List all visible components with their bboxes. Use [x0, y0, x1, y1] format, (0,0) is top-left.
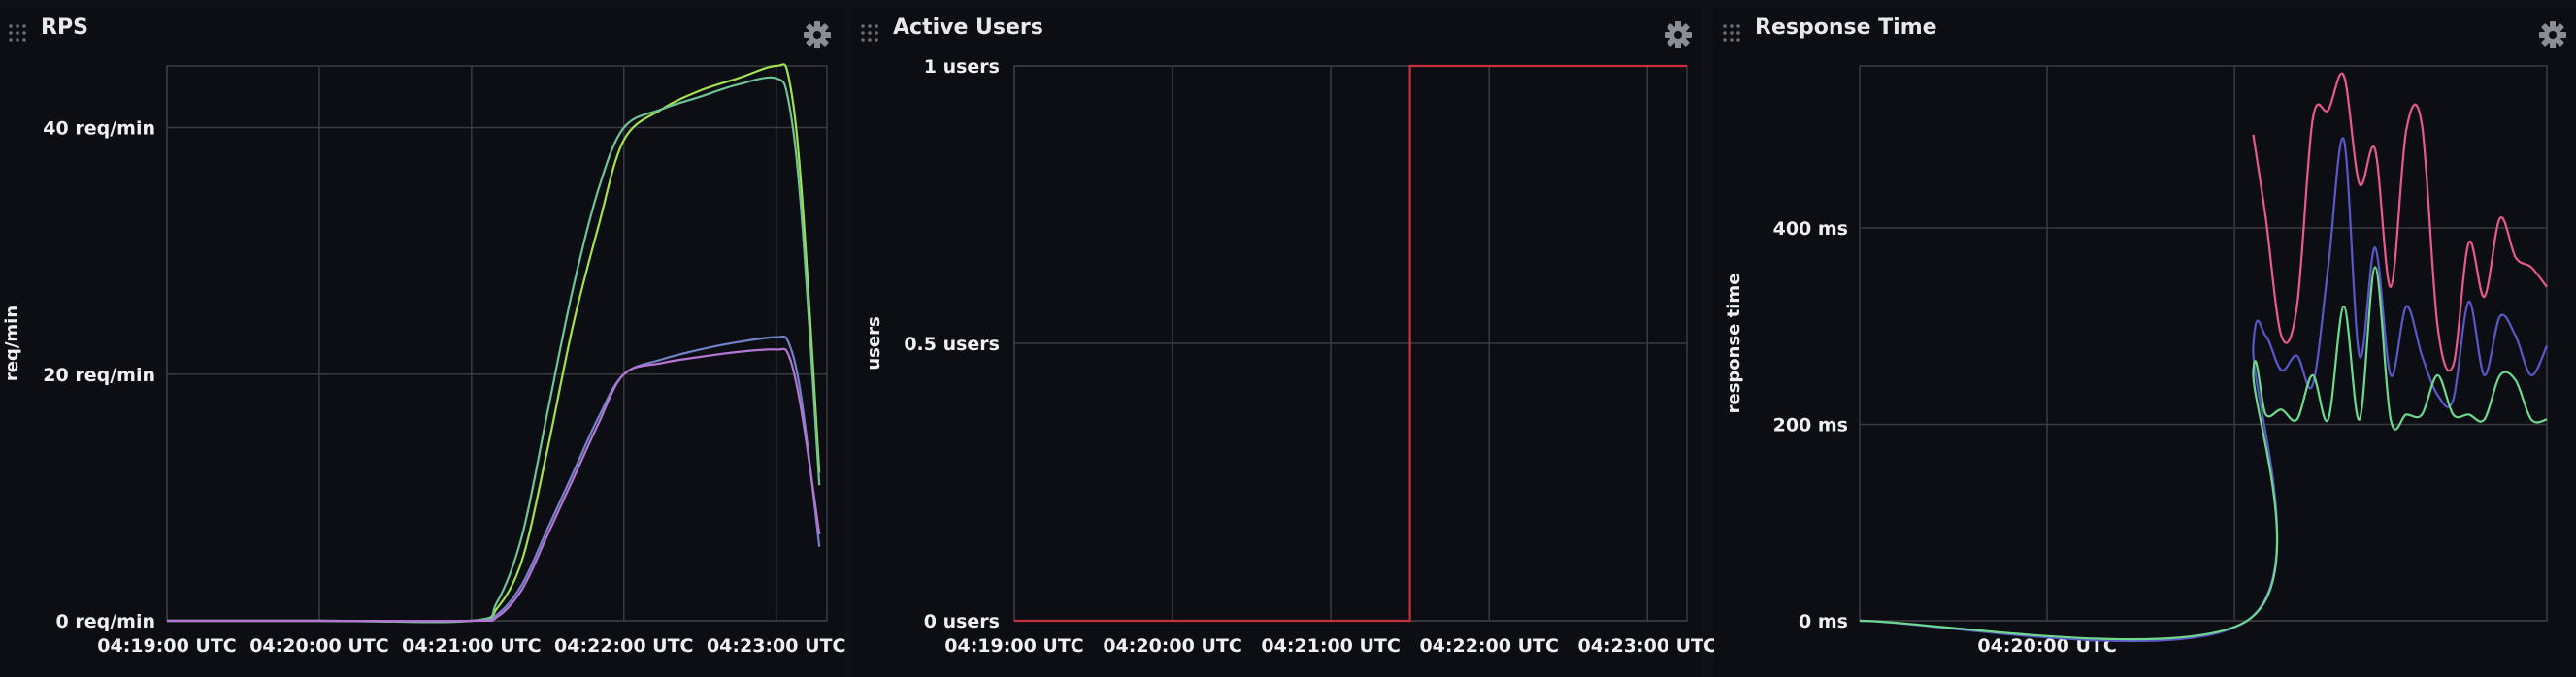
plot-frame: [1859, 65, 2548, 622]
series-line-2: [1859, 266, 2548, 641]
x-tick-label: 04:22:00 UTC: [554, 635, 693, 657]
drag-handle-icon[interactable]: [860, 23, 879, 43]
y-axis-label: req/min: [2, 306, 22, 381]
series-line-0: [2252, 72, 2548, 372]
x-tick-label: 04:20:00 UTC: [249, 635, 388, 657]
series-line-2: [166, 335, 821, 623]
y-tick-label: 0 ms: [1799, 611, 1848, 632]
y-axis-label: response time: [1724, 274, 1744, 414]
y-tick-label: 1 users: [924, 56, 1000, 78]
active-users-chart: 0 users 0.5 users 1 users 04:19:00 UTC 04:20…: [864, 56, 1717, 657]
series-line-0: [166, 63, 821, 624]
panel-title: RPS: [41, 16, 88, 40]
panel-header: Response Time: [1714, 8, 2576, 54]
series-line-3: [166, 347, 821, 623]
x-tick-label: 04:19:00 UTC: [97, 635, 236, 657]
x-tick-label: 04:21:00 UTC: [1261, 635, 1400, 657]
y-tick-label: 400 ms: [1773, 218, 1848, 240]
series-line-0: [1014, 64, 1687, 623]
rps-chart: 0 req/min 20 req/min 40 req/min 04:19:00 UT…: [2, 63, 845, 657]
y-tick-label: 200 ms: [1773, 415, 1848, 436]
x-tick-label: 04:21:00 UTC: [402, 635, 541, 657]
response-time-panel: Response Time 0 ms 200 ms 400 ms 04:20:00 U…: [1714, 8, 2576, 677]
gear-icon[interactable]: [802, 19, 833, 50]
y-tick-label: 0 users: [924, 611, 1000, 632]
y-tick-label: 40 req/min: [43, 118, 155, 140]
panel-header: RPS: [0, 8, 844, 54]
drag-handle-icon[interactable]: [1722, 23, 1741, 43]
drag-handle-icon[interactable]: [8, 23, 27, 43]
y-tick-label: 20 req/min: [43, 365, 155, 386]
gear-icon[interactable]: [2537, 19, 2568, 50]
x-tick-label: 04:20:00 UTC: [1103, 635, 1241, 657]
y-tick-label: 0.5 users: [904, 334, 1000, 355]
gear-icon[interactable]: [1663, 19, 1694, 50]
x-tick-label: 04:22:00 UTC: [1419, 635, 1558, 657]
series-line-1: [166, 76, 821, 624]
y-axis-label: users: [864, 316, 884, 370]
panel-title: Response Time: [1755, 16, 1937, 40]
series-line-1: [1859, 137, 2548, 643]
x-tick-label: 04:23:00 UTC: [707, 635, 845, 657]
x-tick-label: 04:23:00 UTC: [1578, 635, 1717, 657]
panel-title: Active Users: [893, 16, 1043, 40]
active-users-panel: Active Users 0 users 0.5 users 1 users 04:1…: [852, 8, 1717, 677]
rps-panel: RPS 0 req/min 20 req/min 40 req/min 04:19:0…: [0, 8, 845, 677]
y-tick-label: 0 req/min: [56, 611, 155, 632]
panel-header: Active Users: [852, 8, 1701, 54]
x-tick-label: 04:19:00 UTC: [944, 635, 1083, 657]
